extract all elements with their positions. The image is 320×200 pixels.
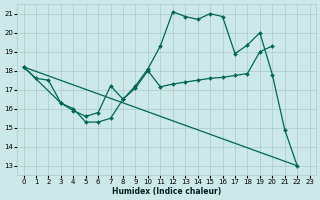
X-axis label: Humidex (Indice chaleur): Humidex (Indice chaleur) — [112, 187, 221, 196]
